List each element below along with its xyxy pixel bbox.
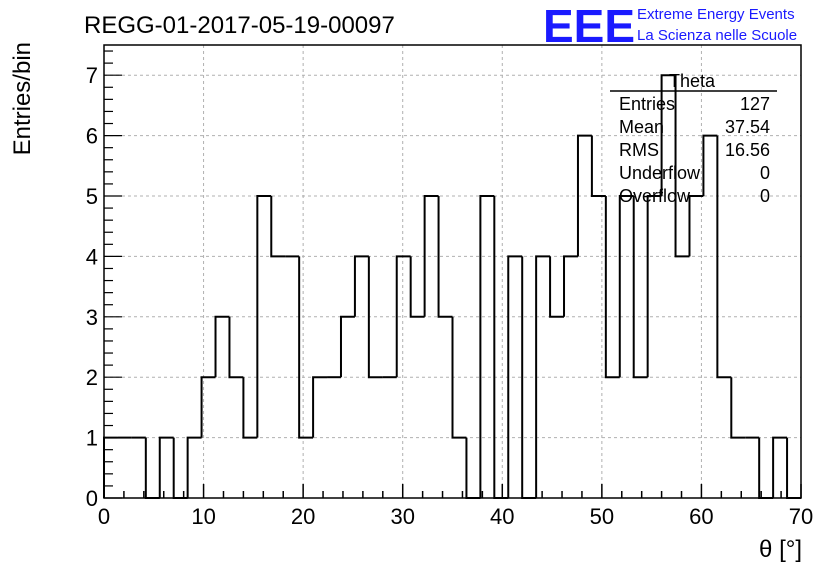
histogram-bin xyxy=(535,255,551,498)
stats-label: RMS xyxy=(619,140,659,160)
stats-label: Underflow xyxy=(619,163,701,183)
run-title: REGG-01-2017-05-19-00097 xyxy=(84,12,395,39)
histogram-bin xyxy=(214,315,230,378)
histogram-bin xyxy=(256,195,272,438)
histogram-bin xyxy=(604,196,620,379)
histogram-bin xyxy=(646,195,662,378)
y-tick-label: 0 xyxy=(86,486,98,511)
histogram-bin xyxy=(716,135,732,379)
histogram-bin xyxy=(576,134,592,257)
histogram-bin xyxy=(339,315,355,378)
logo-mark: EEE xyxy=(543,0,635,52)
histogram-bin xyxy=(730,377,746,439)
histogram-bin xyxy=(103,436,118,498)
histogram-bin xyxy=(312,376,328,438)
y-tick-label: 4 xyxy=(86,244,98,269)
x-tick-label: 40 xyxy=(490,504,514,529)
histogram-bin xyxy=(200,376,216,438)
histogram-bin xyxy=(158,436,174,498)
y-tick-label: 3 xyxy=(86,305,98,330)
histogram-bin xyxy=(688,195,704,257)
histogram-bin xyxy=(549,256,565,318)
histogram-bin xyxy=(144,437,160,499)
x-tick-label: 50 xyxy=(590,504,614,529)
histogram-bin xyxy=(437,196,453,318)
histogram-bin xyxy=(465,437,481,499)
histogram-bin xyxy=(590,135,606,197)
histogram-bin xyxy=(702,134,718,196)
y-tick-label: 5 xyxy=(86,184,98,209)
stats-value: 0 xyxy=(760,163,770,183)
stats-label: Overflow xyxy=(619,186,691,206)
y-tick-label: 1 xyxy=(86,426,98,451)
histogram-bin xyxy=(186,436,202,498)
x-tick-label: 10 xyxy=(191,504,215,529)
histogram-bin xyxy=(409,256,425,318)
histogram-bin xyxy=(395,255,411,378)
histogram-bin xyxy=(298,256,314,439)
y-tick-label: 7 xyxy=(86,63,98,88)
x-axis-ticks: 0 10 20 30 40 50 60 70 xyxy=(98,484,813,529)
plot-border xyxy=(103,44,802,499)
x-axis-label: θ [°] xyxy=(759,536,802,563)
histogram-bin xyxy=(493,196,509,499)
histogram-bin xyxy=(632,196,648,379)
histogram-bin xyxy=(660,74,676,196)
histogram-bin xyxy=(507,255,523,498)
x-tick-label: 0 xyxy=(98,504,110,529)
histogram-bin xyxy=(786,437,801,499)
histogram-bin xyxy=(242,377,258,439)
x-tick-label: 20 xyxy=(291,504,315,529)
histogram-bin xyxy=(353,255,369,317)
y-axis-label: Entries/bin xyxy=(9,42,36,155)
stats-value: 127 xyxy=(740,94,770,114)
histogram-bin xyxy=(451,316,467,439)
stats-value: 37.54 xyxy=(725,117,770,137)
x-tick-label: 60 xyxy=(689,504,713,529)
histogram-bin xyxy=(772,436,788,498)
histogram-bin xyxy=(172,437,188,499)
stats-title: Theta xyxy=(669,71,716,91)
y-tick-label: 6 xyxy=(86,124,98,149)
histogram-bin xyxy=(423,195,439,317)
stats-value: 16.56 xyxy=(725,140,770,160)
histogram-bin xyxy=(563,255,578,317)
histogram-bin xyxy=(758,437,774,499)
histogram-bin xyxy=(479,195,495,498)
histogram-bin xyxy=(228,316,244,379)
histogram-bin xyxy=(674,75,690,258)
histogram-bin xyxy=(618,195,634,378)
eee-logo: EEE Extreme Energy Events La Scienza nel… xyxy=(543,0,797,52)
x-tick-label: 70 xyxy=(789,504,813,529)
x-tick-label: 30 xyxy=(390,504,414,529)
y-tick-label: 2 xyxy=(86,365,98,390)
logo-line-2: La Scienza nelle Scuole xyxy=(637,27,797,44)
histogram-bin xyxy=(270,196,286,258)
stats-value: 0 xyxy=(760,186,770,206)
stats-label: Mean xyxy=(619,117,664,137)
histogram-bin xyxy=(367,256,383,379)
histogram-bars xyxy=(103,74,801,499)
y-axis-ticks: 0 1 2 3 4 5 6 7 xyxy=(86,50,122,511)
stats-box: Theta Entries 127 Mean 37.54 RMS 16.56 Underfl… xyxy=(610,71,777,206)
stats-label: Entries xyxy=(619,94,675,114)
plot-frame xyxy=(103,44,802,499)
logo-line-1: Extreme Energy Events xyxy=(637,6,795,23)
